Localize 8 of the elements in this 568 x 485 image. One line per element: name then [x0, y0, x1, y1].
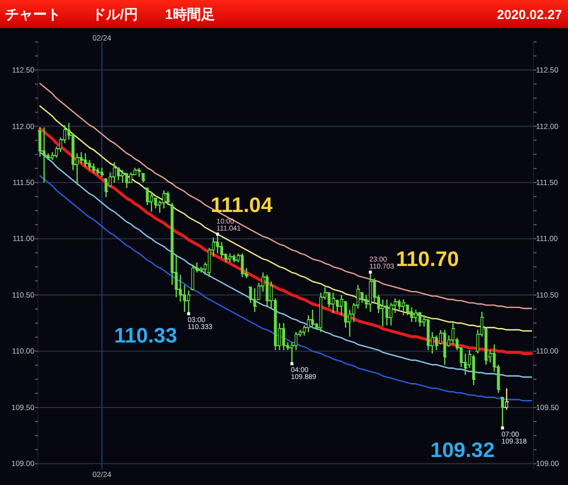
title: チャート — [5, 6, 61, 22]
annotation: 111.04 — [210, 194, 273, 218]
annotation: 2020.02.27 — [496, 7, 562, 22]
annotation: 110.33 — [114, 324, 178, 348]
annotation: 1時間足 — [165, 6, 215, 22]
annotation: 109.32 — [430, 438, 495, 462]
subtitle: ドル/円 — [92, 6, 138, 22]
annotation: 110.70 — [396, 248, 459, 272]
